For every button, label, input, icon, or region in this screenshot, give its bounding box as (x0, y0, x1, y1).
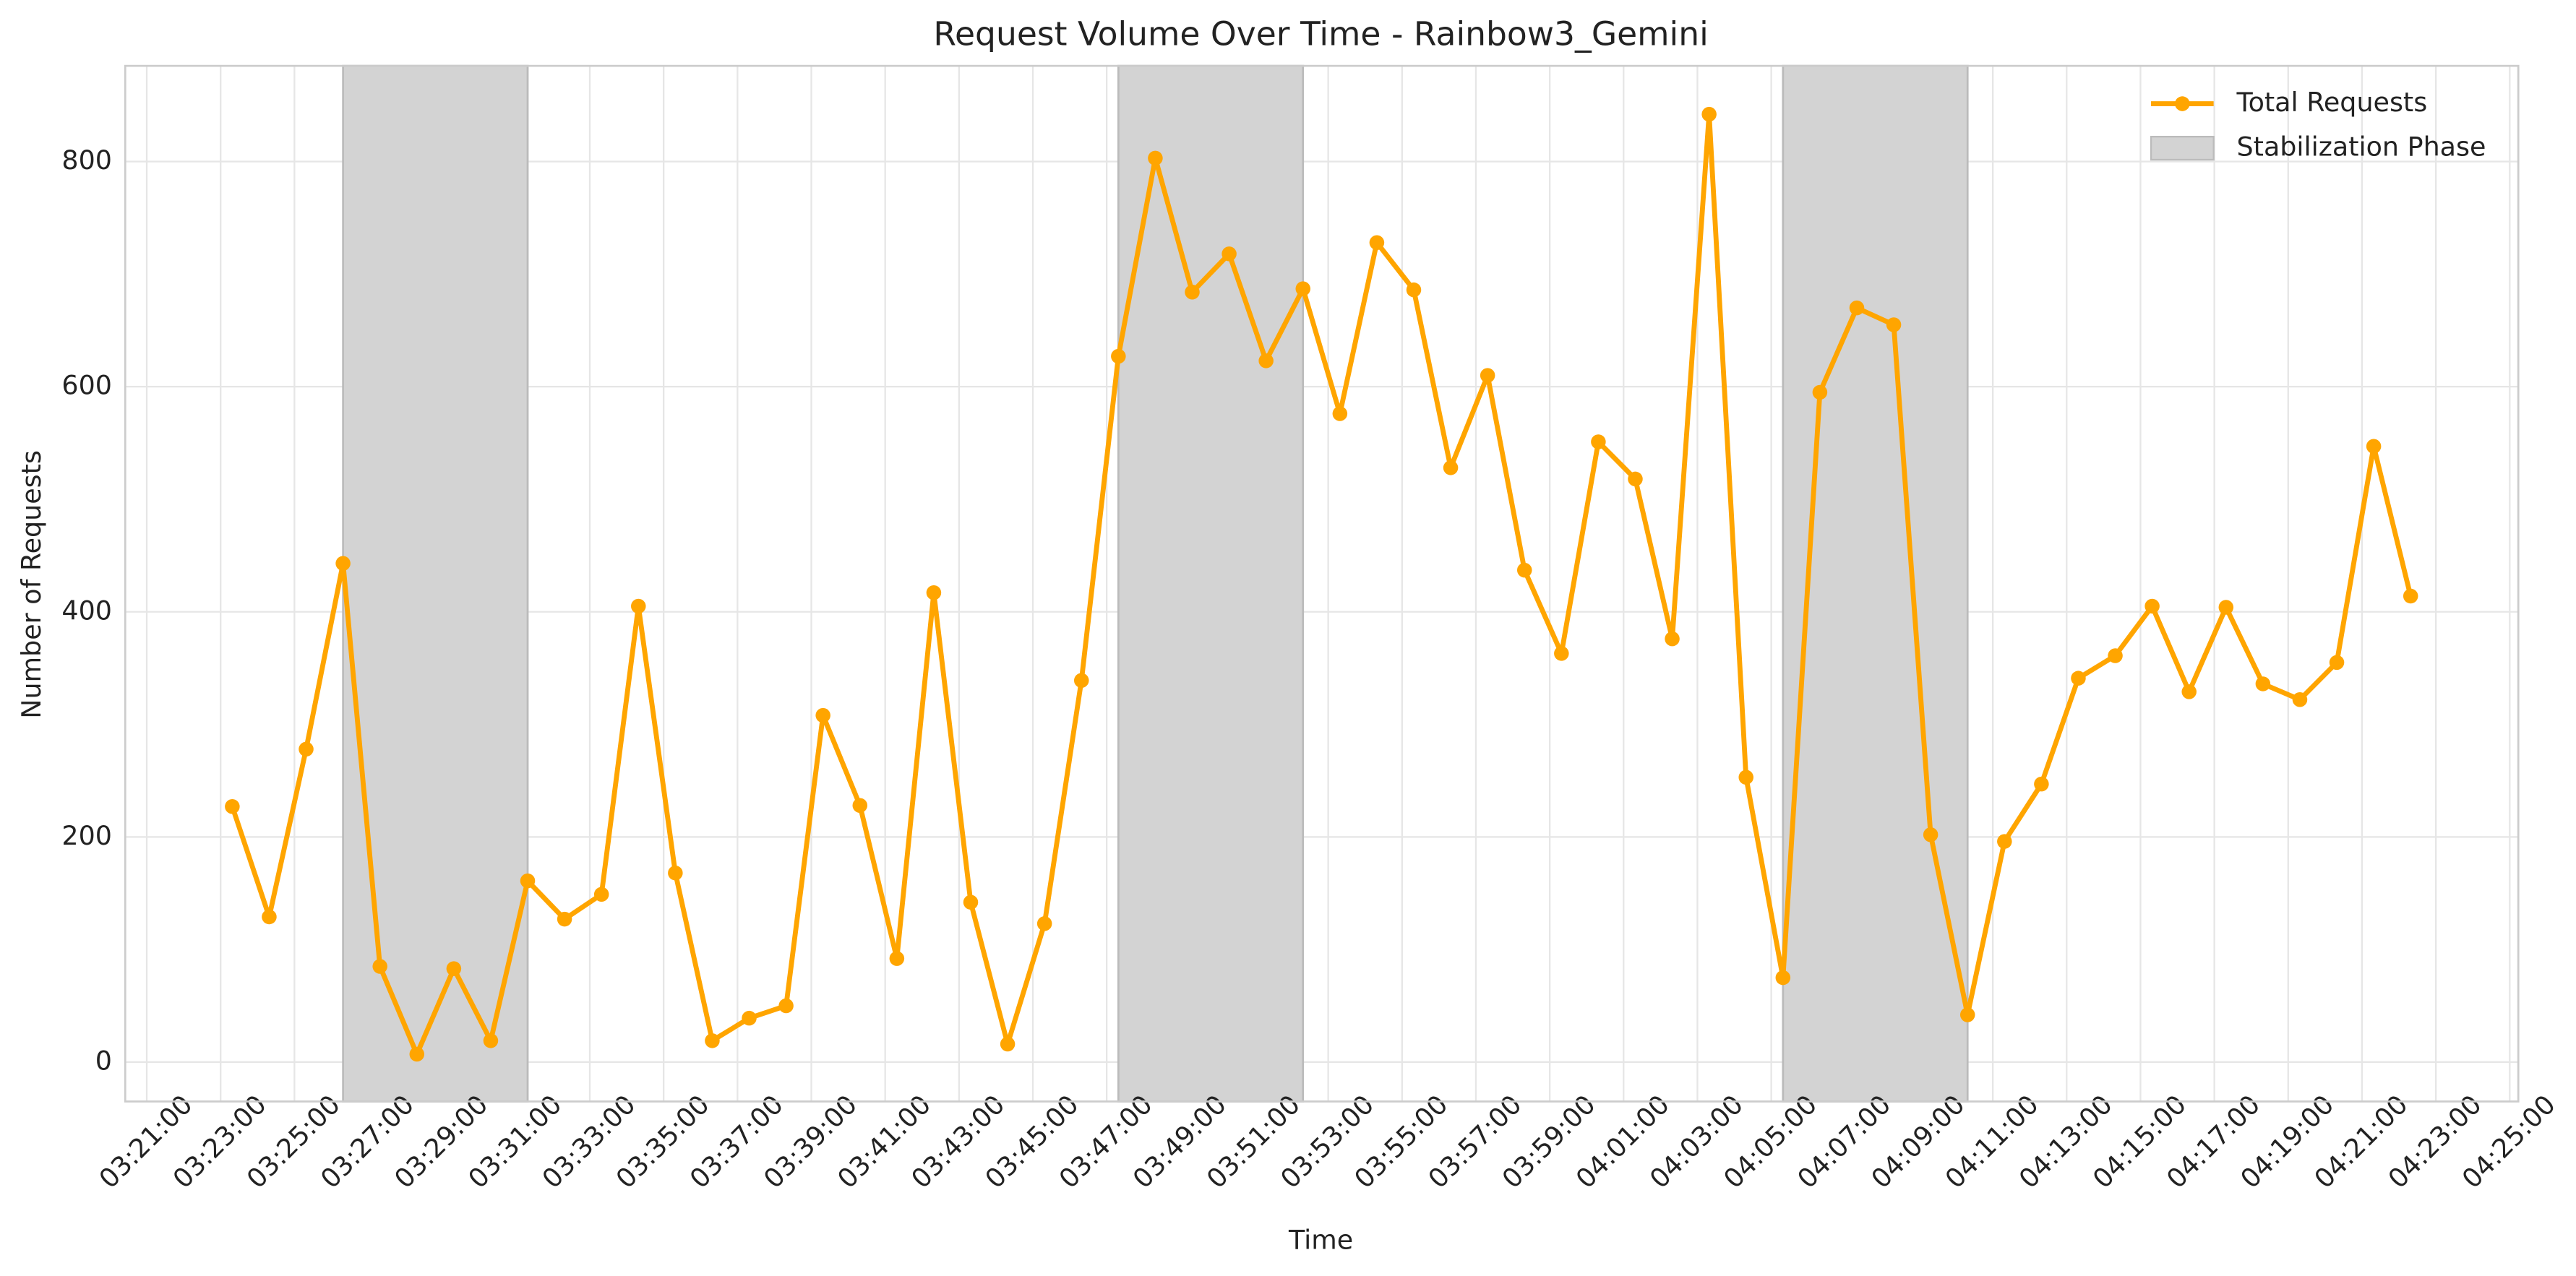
data-point (1036, 916, 1052, 931)
y-axis-label: Number of Requests (16, 450, 47, 719)
data-point (1554, 646, 1569, 661)
data-point (1812, 384, 1828, 400)
legend: Total Requests Stabilization Phase (2150, 87, 2486, 163)
data-point (520, 873, 536, 889)
data-point (815, 707, 830, 723)
data-point (668, 865, 683, 881)
data-point (1665, 631, 1680, 647)
data-point (742, 1010, 757, 1026)
spans (342, 64, 1969, 1103)
data-point (1480, 368, 1495, 383)
data-point (483, 1033, 499, 1048)
stabilization-span (342, 64, 529, 1103)
y-tick-label: 600 (61, 370, 112, 401)
data-point (2403, 588, 2418, 604)
data-point (1591, 434, 1606, 449)
data-point (2144, 598, 2160, 614)
data-point (1775, 970, 1791, 986)
data-point (446, 961, 462, 976)
data-point (852, 798, 868, 813)
data-point (2292, 692, 2308, 707)
data-point (631, 598, 646, 614)
data-point (1222, 246, 1237, 262)
data-point (1516, 562, 1532, 578)
data-point (1074, 673, 1089, 689)
data-point (335, 556, 351, 572)
data-point (705, 1033, 720, 1048)
data-point (1701, 106, 1717, 122)
stabilization-span (1782, 64, 1969, 1103)
data-point (262, 909, 277, 925)
data-point (1849, 300, 1865, 316)
data-point (1997, 834, 2012, 849)
data-point (299, 741, 314, 757)
data-point (2329, 655, 2345, 671)
data-point (1258, 353, 1274, 368)
x-axis-label: Time (1288, 1225, 1353, 1256)
data-point (225, 799, 240, 814)
data-point (963, 895, 979, 910)
axes-frame (124, 64, 2520, 1103)
data-point (1886, 317, 1902, 332)
data-point (1185, 285, 1200, 300)
legend-swatch (2150, 135, 2215, 161)
legend-label: Total Requests (2236, 87, 2428, 118)
y-tick-label: 800 (61, 145, 112, 176)
data-point (1332, 406, 1348, 421)
data-point (1443, 460, 1459, 475)
legend-label: Stabilization Phase (2237, 132, 2486, 163)
legend-marker (2175, 96, 2190, 111)
data-point (2255, 676, 2271, 691)
data-point (889, 951, 905, 966)
data-point (1406, 282, 1422, 298)
y-tick-label: 0 (95, 1045, 112, 1076)
data-point (2181, 684, 2197, 699)
data-point (1000, 1036, 1016, 1052)
data-point (1295, 281, 1311, 296)
data-point (2366, 439, 2382, 454)
stabilization-span (1117, 64, 1305, 1103)
data-point (778, 998, 794, 1014)
data-point (2218, 600, 2234, 615)
chart-title: Request Volume Over Time - Rainbow3_Gemi… (933, 15, 1708, 53)
data-point (1738, 770, 1753, 785)
data-point (1369, 235, 1385, 250)
data-point (372, 959, 387, 974)
data-point (2071, 671, 2086, 686)
y-tick-label: 200 (61, 820, 112, 851)
plot-area (225, 106, 2418, 1062)
data-point (409, 1046, 425, 1062)
data-point (1923, 827, 1939, 842)
data-point (593, 887, 609, 902)
data-point (557, 911, 572, 927)
data-point (926, 585, 942, 600)
data-point (2034, 776, 2049, 792)
y-tick-label: 400 (61, 595, 112, 626)
data-point (1628, 471, 1643, 487)
data-point (1148, 150, 1163, 166)
data-point (1111, 348, 1126, 364)
data-point (1959, 1007, 1975, 1022)
data-point (2108, 648, 2123, 663)
